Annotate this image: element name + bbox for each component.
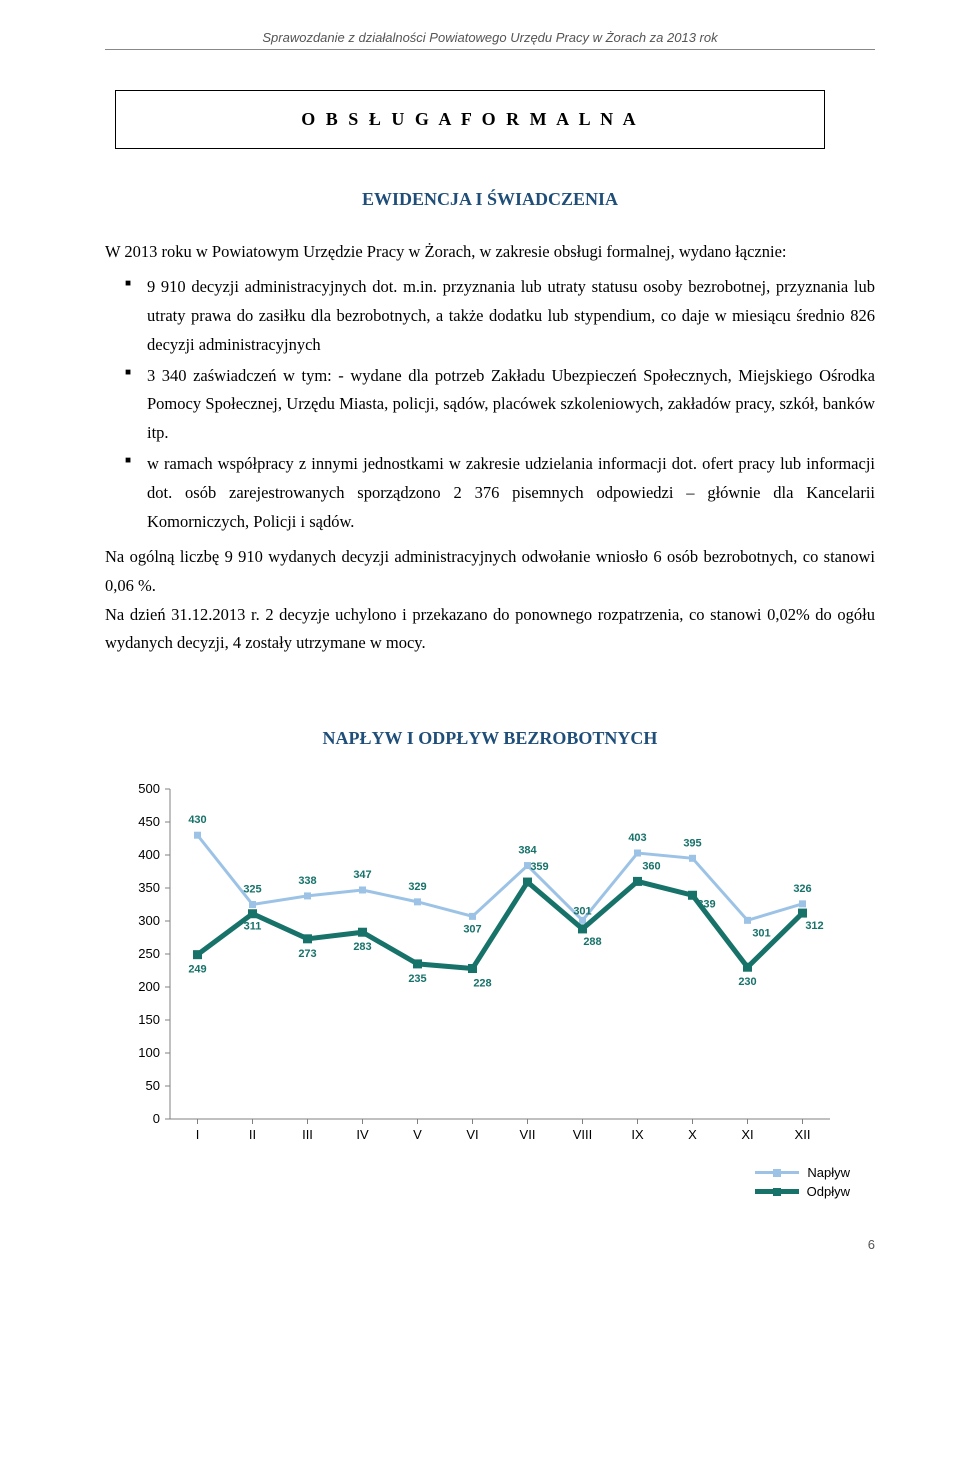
- svg-text:347: 347: [353, 869, 371, 881]
- svg-text:250: 250: [138, 946, 160, 961]
- svg-text:288: 288: [583, 936, 601, 948]
- svg-text:300: 300: [138, 913, 160, 928]
- header-rule: [105, 49, 875, 50]
- svg-text:283: 283: [353, 941, 371, 953]
- svg-text:IV: IV: [356, 1127, 369, 1142]
- list-item: 3 340 zaświadczeń w tym: - wydane dla po…: [105, 362, 875, 449]
- chart-container: 050100150200250300350400450500IIIIIIIVVV…: [110, 779, 870, 1199]
- svg-text:301: 301: [752, 928, 770, 940]
- svg-text:360: 360: [642, 861, 660, 873]
- svg-text:VIII: VIII: [573, 1127, 593, 1142]
- svg-text:100: 100: [138, 1045, 160, 1060]
- svg-text:350: 350: [138, 880, 160, 895]
- legend-item-odplyw: Odpływ: [755, 1184, 850, 1199]
- svg-text:230: 230: [738, 976, 756, 988]
- svg-text:326: 326: [793, 883, 811, 895]
- svg-text:150: 150: [138, 1012, 160, 1027]
- svg-text:228: 228: [473, 978, 491, 990]
- page-header: Sprawozdanie z działalności Powiatowego …: [105, 30, 875, 45]
- svg-text:VI: VI: [466, 1127, 478, 1142]
- intro-paragraph: W 2013 roku w Powiatowym Urzędzie Pracy …: [105, 238, 875, 267]
- chart-heading: NAPŁYW I ODPŁYW BEZROBOTNYCH: [105, 728, 875, 749]
- svg-text:VII: VII: [520, 1127, 536, 1142]
- bullet-list: 9 910 decyzji administracyjnych dot. m.i…: [105, 273, 875, 537]
- paragraph: Na ogólną liczbę 9 910 wydanych decyzji …: [105, 543, 875, 601]
- svg-text:235: 235: [408, 973, 426, 985]
- list-item: w ramach współpracy z innymi jednostkami…: [105, 450, 875, 537]
- chart-legend: Napływ Odpływ: [110, 1165, 870, 1199]
- title-box: O B S Ł U G A F O R M A L N A: [115, 90, 825, 149]
- svg-text:338: 338: [298, 875, 316, 887]
- svg-text:273: 273: [298, 948, 316, 960]
- svg-text:403: 403: [628, 832, 646, 844]
- svg-text:395: 395: [683, 838, 701, 850]
- svg-text:325: 325: [243, 884, 261, 896]
- list-item: 9 910 decyzji administracyjnych dot. m.i…: [105, 273, 875, 360]
- svg-text:V: V: [413, 1127, 422, 1142]
- svg-text:III: III: [302, 1127, 313, 1142]
- paragraph: Na dzień 31.12.2013 r. 2 decyzje uchylon…: [105, 601, 875, 659]
- svg-text:301: 301: [573, 906, 591, 918]
- page-number: 6: [105, 1237, 875, 1252]
- svg-text:400: 400: [138, 847, 160, 862]
- svg-text:430: 430: [188, 814, 206, 826]
- svg-text:307: 307: [463, 924, 481, 936]
- svg-text:384: 384: [518, 845, 537, 857]
- legend-item-naplyw: Napływ: [755, 1165, 850, 1180]
- svg-text:50: 50: [146, 1078, 160, 1093]
- svg-text:I: I: [196, 1127, 200, 1142]
- svg-text:359: 359: [530, 861, 548, 873]
- svg-text:311: 311: [244, 921, 262, 933]
- svg-text:II: II: [249, 1127, 256, 1142]
- svg-text:312: 312: [805, 920, 823, 932]
- body-text: W 2013 roku w Powiatowym Urzędzie Pracy …: [105, 238, 875, 658]
- svg-text:249: 249: [188, 964, 206, 976]
- line-chart: 050100150200250300350400450500IIIIIIIVVV…: [110, 779, 870, 1159]
- svg-text:450: 450: [138, 814, 160, 829]
- svg-text:329: 329: [408, 881, 426, 893]
- legend-label: Napływ: [807, 1165, 850, 1180]
- svg-text:XII: XII: [795, 1127, 811, 1142]
- svg-text:X: X: [688, 1127, 697, 1142]
- svg-text:500: 500: [138, 781, 160, 796]
- legend-label: Odpływ: [807, 1184, 850, 1199]
- svg-text:IX: IX: [631, 1127, 644, 1142]
- svg-text:XI: XI: [741, 1127, 753, 1142]
- svg-text:0: 0: [153, 1111, 160, 1126]
- title-box-text: O B S Ł U G A F O R M A L N A: [301, 109, 638, 129]
- svg-text:339: 339: [697, 899, 715, 911]
- section-heading-ewidencja: EWIDENCJA I ŚWIADCZENIA: [105, 189, 875, 210]
- svg-text:200: 200: [138, 979, 160, 994]
